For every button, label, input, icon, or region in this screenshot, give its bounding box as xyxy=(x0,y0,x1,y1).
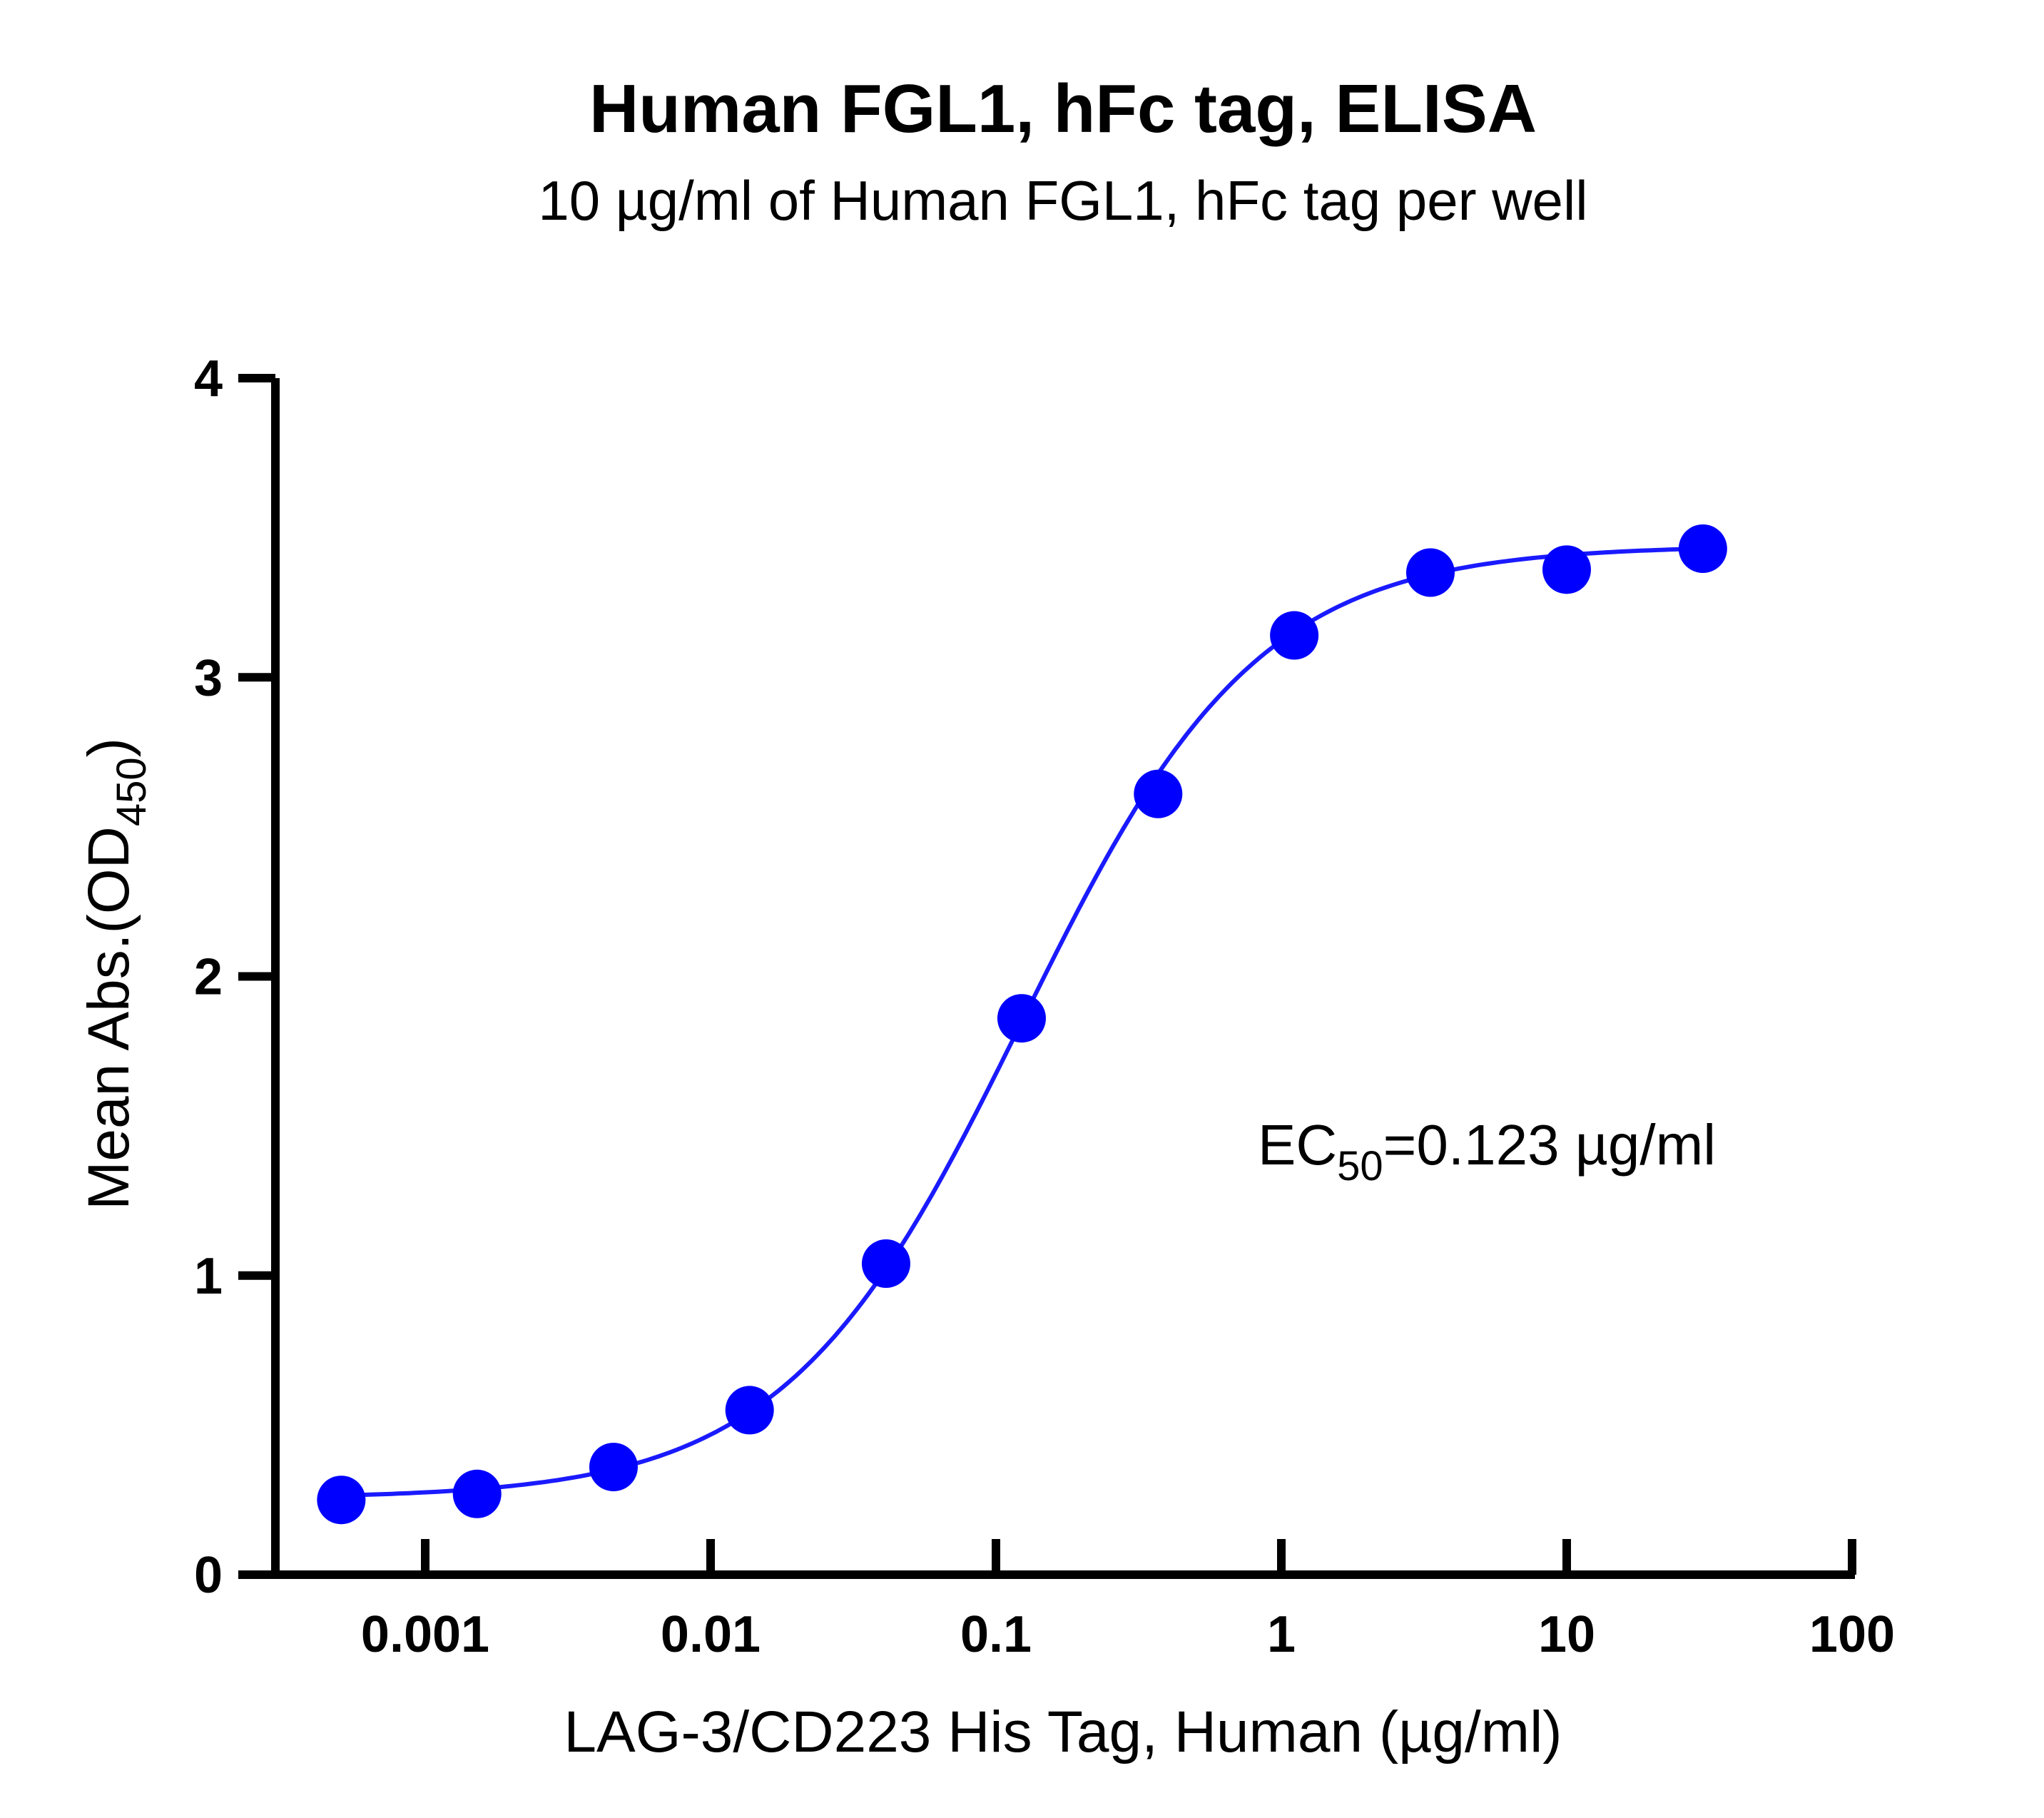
x-tick-label: 0.001 xyxy=(361,1606,489,1663)
data-points xyxy=(317,524,1727,1525)
data-point xyxy=(725,1386,774,1435)
y-tick-label: 4 xyxy=(194,350,223,407)
x-tick-label: 100 xyxy=(1809,1606,1895,1663)
y-axis-label-tail: ) xyxy=(76,738,141,757)
ec50-suffix: =0.123 µg/ml xyxy=(1383,1113,1716,1177)
y-tick-label: 0 xyxy=(194,1547,223,1604)
x-tick-label: 0.1 xyxy=(960,1606,1032,1663)
x-tick-label: 10 xyxy=(1538,1606,1595,1663)
ec50-prefix: EC xyxy=(1258,1113,1337,1177)
x-ticks: 0.001 0.01 0.1 1 10 100 xyxy=(361,1539,1895,1663)
y-axis-label-main: Mean Abs.(OD xyxy=(76,826,141,1210)
data-point xyxy=(1134,769,1183,818)
data-point xyxy=(589,1443,638,1492)
data-point xyxy=(452,1469,502,1518)
ec50-annotation: EC50=0.123 µg/ml xyxy=(1258,1113,1716,1189)
data-point xyxy=(317,1476,366,1525)
data-point xyxy=(997,994,1046,1043)
y-tick-label: 3 xyxy=(194,649,223,706)
y-tick-label: 2 xyxy=(194,949,223,1006)
y-axis-label: Mean Abs.(OD450) xyxy=(76,738,155,1210)
x-axis-label: LAG-3/CD223 His Tag, Human (µg/ml) xyxy=(564,1700,1562,1764)
y-axis-label-sub: 450 xyxy=(108,757,155,826)
chart-title: Human FGL1, hFc tag, ELISA xyxy=(589,71,1537,147)
data-point xyxy=(1678,524,1727,573)
chart-subtitle: 10 µg/ml of Human FGL1, hFc tag per well xyxy=(538,169,1587,232)
y-ticks: 0 1 2 3 4 xyxy=(194,350,275,1604)
y-tick-label: 1 xyxy=(194,1248,223,1305)
data-point xyxy=(1405,548,1455,597)
data-point xyxy=(1270,611,1319,660)
data-point xyxy=(1542,545,1591,594)
data-point xyxy=(861,1239,910,1288)
x-tick-label: 0.01 xyxy=(661,1606,761,1663)
x-tick-label: 1 xyxy=(1267,1606,1296,1663)
ec50-sub: 50 xyxy=(1337,1143,1383,1189)
